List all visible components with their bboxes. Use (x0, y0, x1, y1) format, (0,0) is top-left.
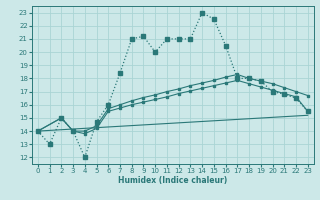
X-axis label: Humidex (Indice chaleur): Humidex (Indice chaleur) (118, 176, 228, 185)
